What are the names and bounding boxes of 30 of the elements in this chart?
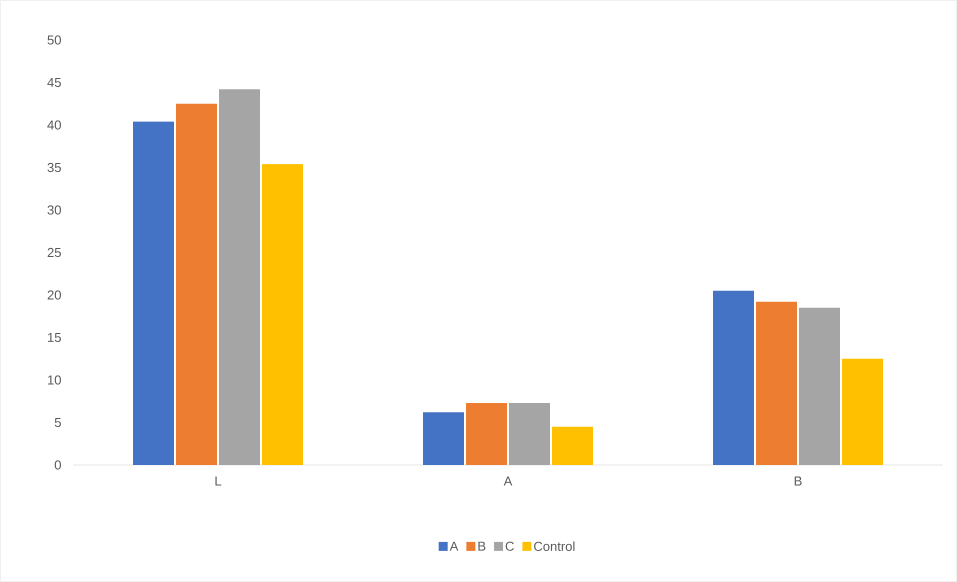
bar [262, 164, 304, 465]
legend-label: A [450, 542, 458, 551]
bar [756, 302, 798, 465]
x-tick-label: L [215, 476, 222, 486]
y-tick-label: 45 [47, 78, 61, 88]
legend-label: B [478, 542, 486, 551]
x-tick-label: B [794, 476, 802, 486]
y-tick-label: 40 [47, 120, 61, 130]
y-tick-label: 0 [54, 460, 61, 470]
y-tick-label: 25 [48, 248, 61, 258]
bar [842, 358, 884, 465]
bar [219, 89, 260, 465]
y-tick-label: 50 [48, 35, 61, 45]
bar [713, 290, 754, 465]
bar [552, 426, 594, 465]
bar [176, 104, 218, 465]
bar [133, 122, 174, 465]
y-tick-label: 30 [48, 205, 61, 215]
x-tick-label: A [504, 476, 512, 486]
legend-label: Control [534, 541, 574, 551]
bar [509, 402, 550, 465]
y-tick-label: 20 [48, 290, 61, 300]
legend-label: C [506, 542, 514, 551]
y-tick-label: 35 [48, 162, 61, 172]
y-tick-label: 15 [48, 332, 61, 342]
bar [466, 402, 508, 465]
bar [423, 412, 464, 465]
y-tick-label: 5 [54, 418, 61, 428]
bar [799, 308, 840, 465]
y-tick-label: 10 [48, 375, 61, 385]
